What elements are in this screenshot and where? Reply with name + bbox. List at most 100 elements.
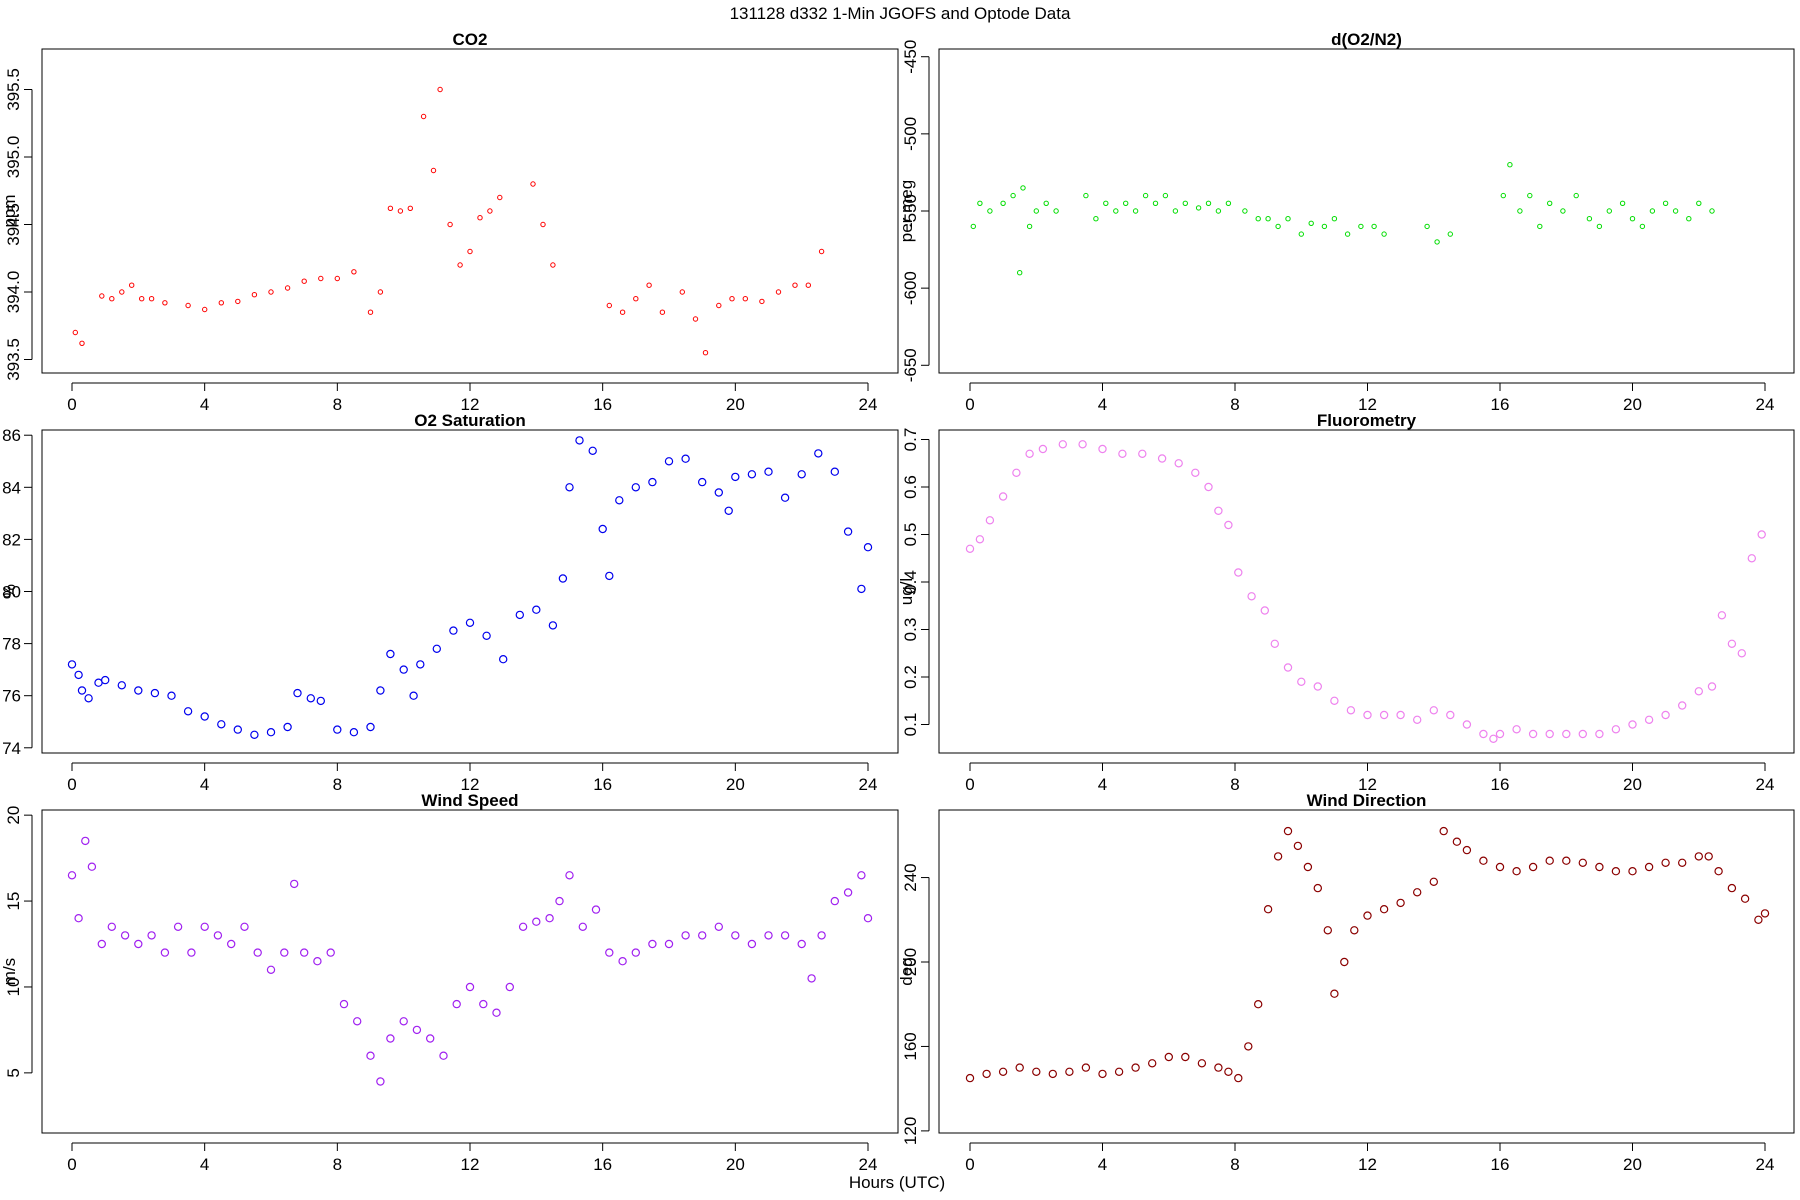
- co2-point: [633, 296, 639, 302]
- o2sat-points: [67, 436, 873, 740]
- fluor-point: [1595, 729, 1604, 739]
- o2sat-point: [349, 728, 359, 737]
- fluor-point: [965, 544, 975, 554]
- wdir-point: [1677, 858, 1687, 868]
- do2n2-title: d(O2/N2): [1331, 30, 1402, 49]
- wdir-point: [1330, 989, 1339, 998]
- co2-point: [72, 329, 79, 336]
- wspd-x-tick-label: 0: [67, 1155, 76, 1174]
- o2sat-point: [482, 631, 491, 641]
- do2n2-point: [1507, 162, 1513, 168]
- wspd-point: [664, 939, 674, 949]
- do2n2-x-tick-label: 16: [1491, 395, 1510, 414]
- do2n2-x-tick-label: 8: [1230, 395, 1239, 414]
- do2n2-point: [1662, 200, 1669, 207]
- do2n2-point: [1586, 216, 1593, 222]
- o2sat-point: [67, 660, 77, 669]
- do2n2-point: [1275, 223, 1281, 230]
- o2sat-point: [217, 720, 226, 729]
- do2n2-x-tick-label: 12: [1358, 395, 1377, 414]
- co2-point: [202, 306, 208, 313]
- o2sat-point: [648, 477, 657, 487]
- do2n2-point: [987, 208, 993, 214]
- wspd-point: [87, 862, 97, 871]
- wdir-x-tick-label: 20: [1623, 1155, 1642, 1174]
- do2n2-point: [1500, 192, 1507, 199]
- co2-point: [716, 302, 722, 309]
- fluor-point: [1412, 715, 1422, 725]
- wdir-panel: Wind Direction 0 4 8 12 16 20 24 120 160 200 240 deg: [897, 791, 1795, 1174]
- o2sat-point: [598, 524, 607, 534]
- wdir-y-axis-label: deg: [897, 957, 916, 985]
- do2n2-point: [1083, 192, 1089, 199]
- do2n2-point: [1629, 216, 1636, 222]
- wspd-x-tick-label: 8: [333, 1155, 342, 1174]
- o2sat-point: [698, 477, 707, 487]
- o2sat-point: [432, 644, 441, 654]
- wdir-point: [1234, 1073, 1243, 1083]
- o2sat-point: [558, 574, 568, 583]
- do2n2-point: [1560, 208, 1566, 214]
- wspd-point: [266, 965, 276, 975]
- wdir-point: [1578, 858, 1588, 868]
- wdir-point: [1253, 1000, 1263, 1009]
- wdir-point: [1363, 911, 1372, 920]
- co2-point: [318, 275, 324, 282]
- wdir-point: [1396, 898, 1405, 908]
- co2-point: [702, 350, 709, 356]
- wspd-point: [386, 1034, 395, 1043]
- co2-point: [646, 282, 652, 288]
- co2-point: [619, 309, 626, 315]
- wdir-point: [1015, 1063, 1024, 1072]
- wspd-point: [412, 1025, 422, 1035]
- wdir-point: [1214, 1063, 1223, 1072]
- fluor-point: [1611, 725, 1621, 734]
- fluor-point: [985, 516, 995, 525]
- wspd-point: [747, 939, 757, 949]
- wdir-point: [1313, 883, 1323, 893]
- fluor-point: [1528, 729, 1538, 739]
- wspd-point: [74, 914, 83, 923]
- o2sat-point: [681, 454, 690, 463]
- fluor-point: [975, 535, 985, 544]
- wspd-point: [97, 939, 107, 949]
- o2sat-x-tick-label: 16: [593, 775, 612, 794]
- co2-point: [185, 302, 191, 309]
- co2-y-tick-label: 395.5: [4, 68, 23, 111]
- wdir-x-tick-label: 12: [1358, 1155, 1377, 1174]
- do2n2-point: [1517, 208, 1523, 214]
- wspd-point: [863, 914, 873, 923]
- wspd-point: [807, 974, 816, 983]
- do2n2-point: [1000, 200, 1006, 207]
- do2n2-point: [1195, 205, 1202, 211]
- wspd-point: [492, 1008, 501, 1017]
- co2-point: [467, 248, 473, 255]
- o2sat-point: [605, 571, 614, 581]
- wspd-point: [200, 922, 209, 932]
- wdir-point: [1032, 1067, 1041, 1077]
- do2n2-point: [1424, 223, 1430, 230]
- do2n2-point: [1123, 200, 1129, 207]
- o2sat-y-tick-label: 80: [2, 583, 21, 602]
- co2-point: [218, 300, 225, 306]
- co2-x-tick-label: 0: [67, 395, 76, 414]
- do2n2-point: [1358, 223, 1364, 230]
- o2sat-point: [386, 649, 395, 659]
- wdir-x-tick-label: 16: [1491, 1155, 1510, 1174]
- fluor-x-tick-label: 16: [1491, 775, 1510, 794]
- wdir-point: [1379, 905, 1389, 914]
- fluor-plot-frame: [938, 429, 1795, 754]
- do2n2-point: [1017, 270, 1023, 276]
- co2-point: [251, 292, 258, 298]
- fluor-point: [998, 492, 1008, 501]
- o2sat-point: [306, 694, 315, 703]
- do2n2-point: [1026, 223, 1033, 230]
- wspd-point: [173, 922, 183, 932]
- wdir-x-tick-label: 0: [965, 1155, 974, 1174]
- fluor-x-tick-label: 20: [1623, 775, 1642, 794]
- do2n2-point: [1573, 192, 1579, 199]
- wdir-point: [1704, 852, 1713, 861]
- fluor-point: [1234, 568, 1243, 577]
- fluor-x-tick-label: 8: [1230, 775, 1239, 794]
- o2sat-point: [84, 694, 93, 703]
